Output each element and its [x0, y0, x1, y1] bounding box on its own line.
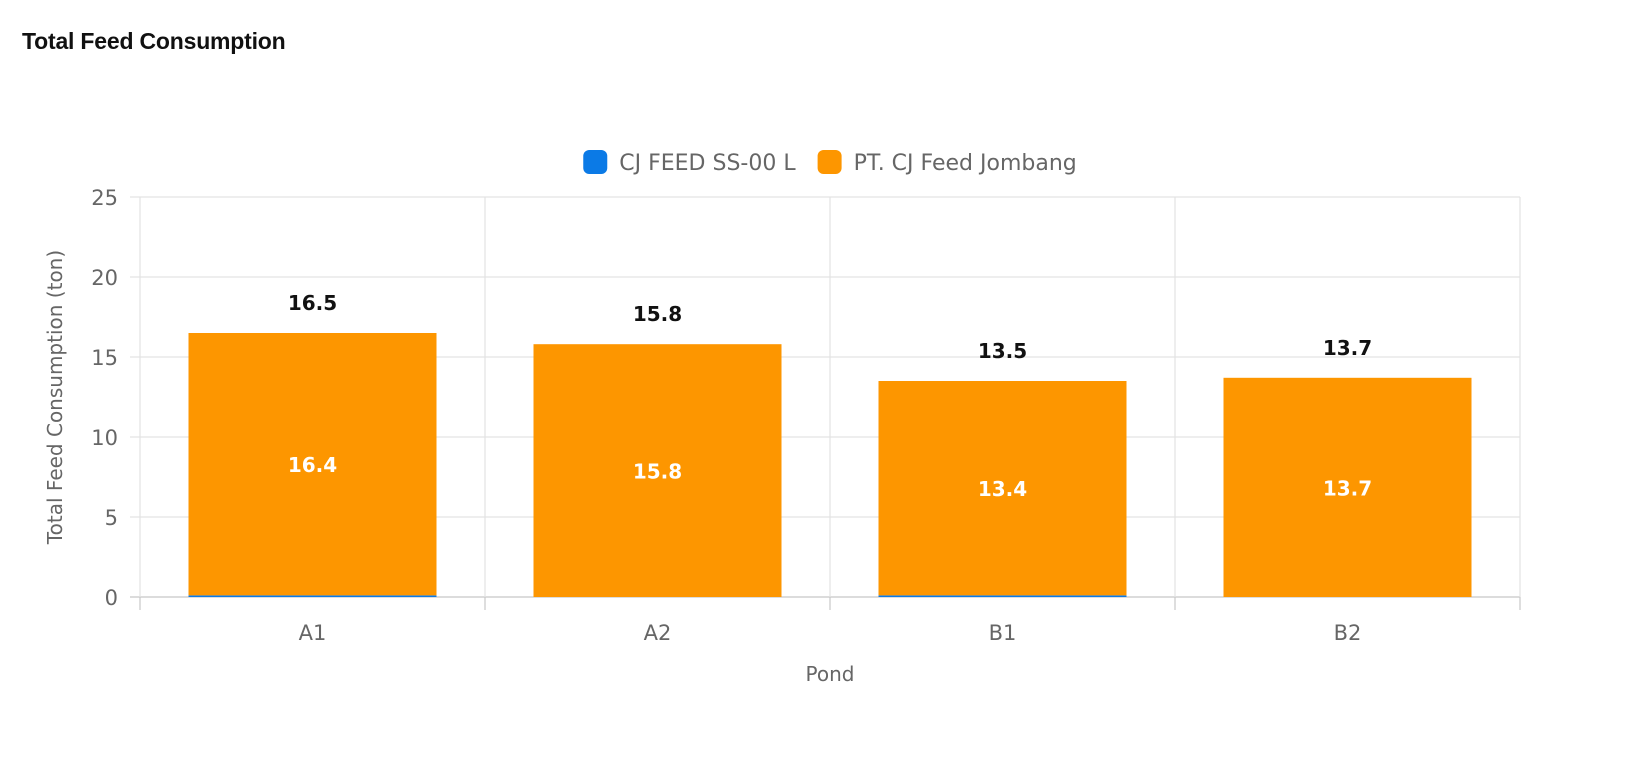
x-tick-label: B2	[1334, 621, 1362, 645]
bar-total-label: 13.7	[1323, 336, 1372, 360]
y-tick-label: 5	[105, 506, 118, 530]
x-axis-title: Pond	[806, 662, 855, 686]
legend-swatch	[583, 150, 608, 174]
legend-swatch	[817, 150, 842, 174]
legend-item-pt-cj-feed-jombang: PT. CJ Feed Jombang	[817, 150, 1077, 176]
bar-pt-cj-feed-jombang-b2	[1223, 377, 1472, 597]
y-tick-label: 20	[91, 266, 118, 290]
bar-pt-cj-feed-jombang-b1	[878, 381, 1127, 596]
legend-item-cj-feed-ss-00-l: CJ FEED SS-00 L	[583, 150, 796, 176]
bar-cj-feed-ss-00-l-b1	[878, 595, 1127, 597]
y-tick-label: 25	[91, 186, 118, 210]
page-title: Total Feed Consumption	[22, 28, 286, 54]
y-tick-label: 15	[91, 346, 118, 370]
bar-total-label: 15.8	[633, 302, 682, 326]
bar-value-label: 15.8	[633, 460, 682, 484]
bar-value-label: 13.4	[978, 477, 1027, 501]
bar-pt-cj-feed-jombang-a1	[188, 333, 437, 596]
legend: CJ FEED SS-00 L PT. CJ Feed Jombang	[583, 150, 1077, 176]
y-tick-label: 0	[105, 586, 118, 610]
legend-label: PT. CJ Feed Jombang	[854, 151, 1077, 176]
bar-pt-cj-feed-jombang-a2	[533, 344, 782, 597]
y-tick-label: 10	[91, 426, 118, 450]
bar-total-label: 13.5	[978, 339, 1027, 363]
bar-value-label: 16.4	[288, 453, 337, 477]
bars	[188, 333, 1472, 597]
y-axis-title: Total Feed Consumption (ton)	[43, 250, 67, 545]
x-tick-label: B1	[989, 621, 1017, 645]
legend-label: CJ FEED SS-00 L	[619, 151, 796, 176]
data-labels: 16.4 16.5 15.8 15.8 13.4 13.5 13.7 13.7	[288, 291, 1372, 501]
axes: 0 5 10 15 20 25 A1 A2 B1 B2 Pond Total Feed Consump…	[43, 186, 1521, 686]
bar-total-label: 16.5	[288, 291, 337, 315]
x-tick-label: A1	[299, 621, 327, 645]
bar-cj-feed-ss-00-l-a1	[188, 595, 437, 597]
bar-value-label: 13.7	[1323, 476, 1372, 500]
x-tick-label: A2	[644, 621, 672, 645]
